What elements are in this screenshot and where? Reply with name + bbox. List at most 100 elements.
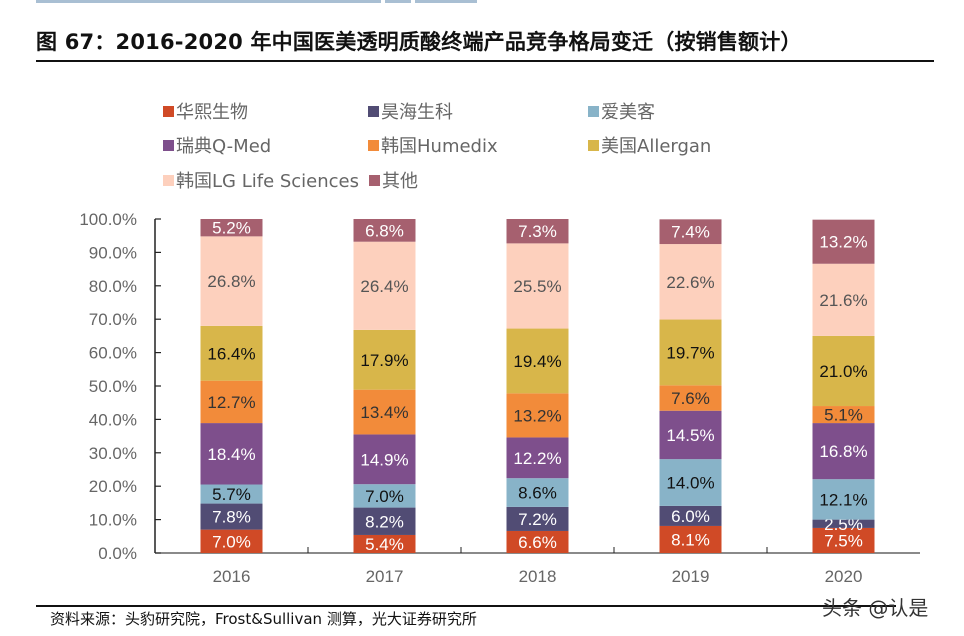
legend-item: 韩国LG Life Sciences [163, 167, 359, 193]
legend-swatch [368, 139, 379, 151]
data-label: 12.7% [207, 393, 255, 412]
legend-label: 爱美客 [601, 102, 655, 123]
bar-segment [506, 478, 569, 507]
data-label: 26.8% [207, 272, 255, 291]
bar-segment [353, 241, 416, 330]
data-label: 18.4% [207, 445, 255, 464]
legend-label: 其他 [382, 171, 418, 192]
legend-label: 瑞典Q-Med [176, 136, 272, 157]
y-tick-label: 20.0% [89, 477, 137, 496]
bar-segment [506, 243, 569, 329]
y-tick-label: 30.0% [89, 444, 137, 463]
data-label: 14.9% [360, 450, 408, 469]
legend-swatch [588, 139, 599, 151]
data-label: 14.0% [666, 474, 714, 493]
legend-item: 爱美客 [588, 98, 655, 124]
legend-item: 韩国Humedix [368, 132, 498, 158]
legend-label: 昊海生科 [381, 102, 453, 123]
bar-segment [812, 519, 875, 528]
bar-segment [200, 236, 263, 326]
bar-segment [353, 219, 416, 242]
bar-segment [200, 380, 263, 424]
data-label: 7.6% [671, 389, 710, 408]
data-label: 6.0% [671, 507, 710, 526]
bar-segment [812, 406, 875, 424]
legend-item: 昊海生科 [368, 98, 453, 124]
bar-segment [506, 328, 569, 394]
header-bar-decoration [385, 0, 411, 3]
bar-segment [353, 534, 416, 553]
data-label: 13.2% [513, 406, 561, 425]
y-tick-label: 10.0% [89, 511, 137, 530]
data-label: 7.0% [365, 487, 404, 506]
bar-segment [353, 507, 416, 535]
data-label: 17.9% [360, 351, 408, 370]
data-label: 14.5% [666, 426, 714, 445]
data-label: 6.8% [365, 221, 404, 240]
bar-segment [506, 219, 569, 244]
data-label: 8.2% [365, 512, 404, 531]
bar-segment [812, 263, 875, 336]
legend-item: 华熙生物 [163, 98, 248, 124]
title-divider [36, 60, 934, 62]
bar-segment [506, 530, 569, 553]
legend-swatch [369, 174, 380, 186]
legend-label: 华熙生物 [176, 102, 248, 123]
bar-segment [200, 423, 263, 485]
bar-segment [200, 503, 263, 530]
legend-label: 韩国LG Life Sciences [176, 171, 360, 192]
data-label: 12.1% [819, 490, 867, 509]
bar-segment [812, 527, 875, 553]
x-tick-label: 2016 [213, 567, 251, 586]
legend-item: 其他 [369, 167, 418, 193]
source-note: 资料来源：头豹研究院，Frost&Sullivan 测算，光大证券研究所 [50, 610, 477, 628]
data-label: 21.0% [819, 362, 867, 381]
legend-swatch [163, 105, 174, 117]
legend-item: 瑞典Q-Med [163, 132, 271, 158]
bar-segment [353, 434, 416, 485]
x-tick-label: 2020 [825, 567, 863, 586]
x-tick-label: 2019 [672, 567, 710, 586]
bar-segment [659, 459, 722, 506]
legend-item: 美国Allergan [588, 132, 711, 158]
data-label: 7.8% [212, 508, 251, 527]
data-label: 8.1% [671, 530, 710, 549]
data-label: 16.8% [819, 442, 867, 461]
bar-segment [812, 423, 875, 480]
y-tick-label: 90.0% [89, 243, 137, 262]
y-tick-label: 40.0% [89, 410, 137, 429]
legend-label: 韩国Humedix [381, 136, 498, 157]
bar-segment [353, 329, 416, 390]
bar-segment [659, 505, 722, 526]
data-label: 5.4% [365, 535, 404, 554]
data-label: 5.2% [212, 219, 251, 238]
bar-segment [200, 219, 263, 237]
data-label: 12.2% [513, 449, 561, 468]
source-divider [36, 605, 896, 607]
bar-segment [659, 410, 722, 460]
data-label: 21.6% [819, 291, 867, 310]
watermark: 头条 @认是 [822, 596, 929, 620]
bar-segment [200, 484, 263, 504]
data-label: 5.1% [824, 406, 863, 425]
header-bar-decoration [415, 0, 477, 3]
legend-swatch [368, 105, 379, 117]
bar-segment [812, 219, 875, 264]
bar-segment [506, 506, 569, 531]
data-label: 7.5% [824, 531, 863, 550]
data-label: 16.4% [207, 344, 255, 363]
y-tick-label: 60.0% [89, 344, 137, 363]
data-label: 8.6% [518, 484, 557, 503]
bar-segment [812, 479, 875, 520]
y-tick-label: 0.0% [98, 544, 137, 563]
legend-label: 美国Allergan [601, 136, 712, 157]
data-label: 6.6% [518, 533, 557, 552]
bar-segment [659, 219, 722, 245]
figure-title: 图 67：2016-2020 年中国医美透明质酸终端产品竞争格局变迁（按销售额计… [36, 30, 802, 54]
data-label: 13.4% [360, 403, 408, 422]
bar-segment [506, 437, 569, 479]
data-label: 7.3% [518, 222, 557, 241]
bar-segment [659, 319, 722, 386]
bar-segment [812, 335, 875, 407]
data-label: 7.0% [212, 532, 251, 551]
